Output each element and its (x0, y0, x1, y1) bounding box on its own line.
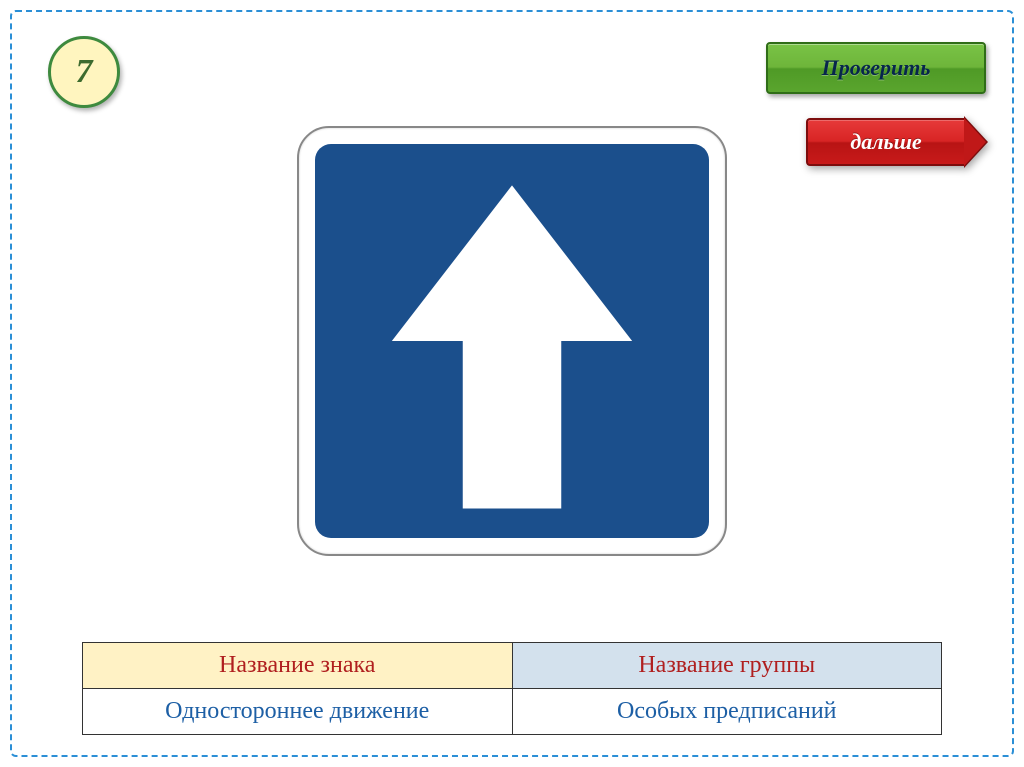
table-row: Одностороннее движение Особых предписани… (83, 689, 942, 735)
sign-outer-border (297, 126, 727, 556)
next-button[interactable]: дальше (806, 118, 986, 166)
question-number: 7 (76, 53, 93, 91)
arrow-right-icon (964, 118, 986, 166)
answer-table: Название знака Название группы Односторо… (82, 642, 942, 735)
sign-background (315, 144, 709, 538)
table-row: Название знака Название группы (83, 643, 942, 689)
header-group-name: Название группы (512, 643, 942, 689)
traffic-sign (297, 126, 727, 556)
check-button[interactable]: Проверить (766, 42, 986, 94)
arrow-up-icon (315, 144, 709, 538)
header-sign-name: Название знака (83, 643, 513, 689)
value-sign-name: Одностороннее движение (83, 689, 513, 735)
question-number-badge: 7 (48, 36, 120, 108)
check-button-label: Проверить (822, 55, 931, 81)
next-button-label: дальше (850, 129, 921, 155)
value-group-name: Особых предписаний (512, 689, 942, 735)
